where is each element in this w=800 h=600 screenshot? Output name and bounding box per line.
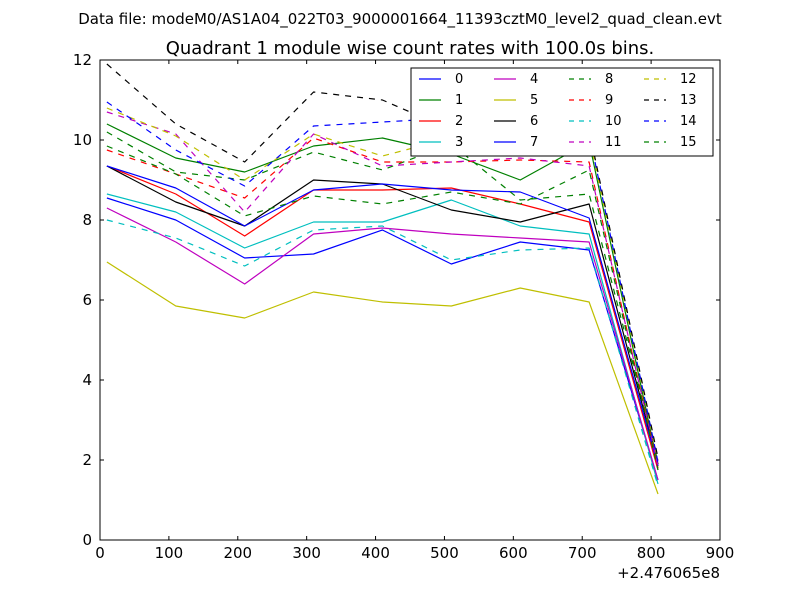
legend-label-1: 1	[455, 93, 463, 108]
x-tick-label: 900	[706, 544, 735, 562]
x-tick-label: 600	[499, 544, 528, 562]
series-line-9	[106, 137, 659, 469]
legend-box	[410, 67, 714, 157]
legend-label-5: 5	[530, 93, 538, 108]
legend-label-3: 3	[455, 135, 463, 150]
y-tick-label: 2	[82, 451, 92, 469]
legend-label-7: 7	[530, 135, 538, 150]
x-offset-label: +2.476065e8	[617, 564, 720, 582]
legend-label-12: 12	[680, 72, 697, 87]
series-line-7	[106, 165, 659, 467]
series-line-13	[106, 63, 659, 459]
legend-label-10: 10	[605, 114, 622, 129]
series-line-15	[106, 145, 659, 471]
x-tick-label: 200	[223, 544, 252, 562]
y-tick-label: 6	[82, 291, 92, 309]
legend-label-0: 0	[455, 72, 463, 87]
series-line-0	[106, 197, 659, 481]
y-tick-label: 0	[82, 531, 92, 549]
x-tick-label: 300	[292, 544, 321, 562]
series-line-14	[106, 101, 659, 463]
legend-label-8: 8	[605, 72, 613, 87]
x-tick-label: 100	[155, 544, 184, 562]
series-line-4	[106, 207, 659, 481]
chart-suptitle: Data file: modeM0/AS1A04_022T03_90000016…	[78, 10, 722, 29]
y-tick-label: 10	[73, 131, 92, 149]
y-tick-label: 8	[82, 211, 92, 229]
chart-title: Quadrant 1 module wise count rates with …	[166, 38, 655, 59]
series-line-10	[106, 219, 659, 487]
legend-label-6: 6	[530, 114, 538, 129]
series-line-3	[106, 193, 659, 485]
x-tick-label: 800	[637, 544, 666, 562]
series-line-2	[106, 165, 659, 471]
x-tick-label: 0	[95, 544, 105, 562]
y-tick-label: 4	[82, 371, 92, 389]
series-group	[106, 63, 659, 495]
legend-label-11: 11	[605, 135, 622, 150]
x-tick-label: 400	[361, 544, 390, 562]
legend-label-13: 13	[680, 93, 697, 108]
plot-area	[106, 63, 659, 495]
series-line-12	[106, 107, 659, 461]
legend-label-9: 9	[605, 93, 613, 108]
legend-label-14: 14	[680, 114, 697, 129]
series-line-5	[106, 261, 659, 495]
x-tick-label: 500	[430, 544, 459, 562]
legend-label-15: 15	[680, 135, 697, 150]
legend-label-2: 2	[455, 114, 463, 129]
series-line-11	[106, 111, 659, 467]
x-tick-label: 700	[568, 544, 597, 562]
y-tick-label: 12	[73, 51, 92, 69]
legend-label-4: 4	[530, 72, 538, 87]
